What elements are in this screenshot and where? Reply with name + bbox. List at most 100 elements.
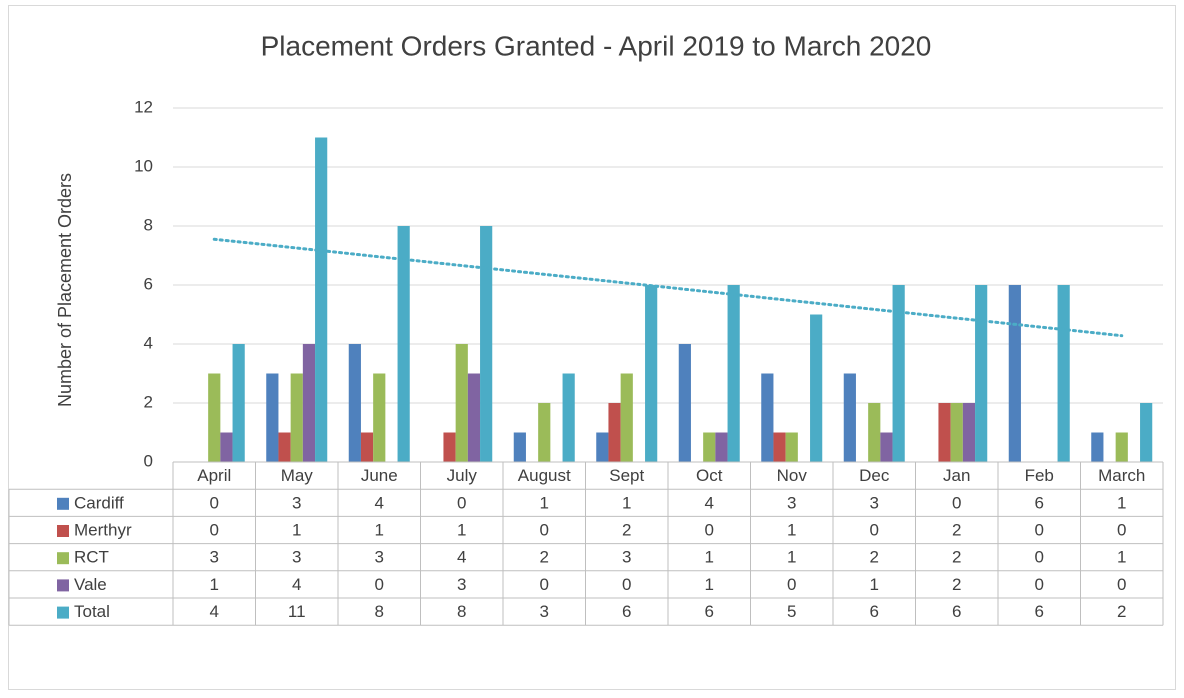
y-axis-label: Number of Placement Orders — [55, 173, 75, 407]
table-value: 1 — [375, 520, 384, 539]
bar — [220, 432, 233, 462]
table-value: 8 — [375, 602, 384, 621]
bar — [208, 373, 221, 462]
bar — [1057, 285, 1070, 462]
table-value: 8 — [457, 602, 466, 621]
bar — [232, 344, 245, 462]
table-value: 4 — [705, 493, 714, 512]
table-value: 3 — [292, 493, 301, 512]
table-value: 1 — [870, 575, 879, 594]
table-value: 3 — [870, 493, 879, 512]
x-tick-label: March — [1098, 466, 1145, 485]
table-value: 3 — [210, 548, 219, 567]
table-value: 1 — [705, 548, 714, 567]
bar — [397, 226, 410, 462]
bar — [562, 373, 575, 462]
bar — [348, 344, 361, 462]
bar — [1140, 403, 1153, 462]
table-value: 0 — [210, 493, 219, 512]
table-value: 2 — [622, 520, 631, 539]
bar — [703, 432, 716, 462]
bar — [620, 373, 633, 462]
table-value: 2 — [952, 520, 961, 539]
table-value: 0 — [540, 520, 549, 539]
trendline — [212, 237, 1124, 338]
table-value: 3 — [292, 548, 301, 567]
table-value: 0 — [540, 575, 549, 594]
table-value: 4 — [210, 602, 219, 621]
bar — [302, 344, 316, 462]
x-tick-label: Sept — [609, 466, 644, 485]
bar — [645, 285, 658, 462]
legend-key — [57, 606, 69, 619]
table-value: 0 — [1035, 548, 1044, 567]
table-value: 0 — [952, 493, 961, 512]
bar — [868, 403, 881, 462]
bar — [773, 432, 786, 462]
bar — [360, 432, 374, 462]
table-value: 1 — [1117, 493, 1126, 512]
table-value: 4 — [292, 575, 301, 594]
table-value: 4 — [457, 548, 466, 567]
bar — [1091, 432, 1104, 462]
bar — [938, 403, 951, 462]
table-value: 1 — [540, 493, 549, 512]
table-value: 0 — [870, 520, 879, 539]
table-value: 3 — [622, 548, 631, 567]
table-value: 3 — [457, 575, 466, 594]
bar — [538, 403, 551, 462]
x-tick-label: April — [197, 466, 231, 485]
bar — [1115, 432, 1128, 462]
table-value: 3 — [540, 602, 549, 621]
bar — [715, 432, 728, 462]
table-value: 6 — [870, 602, 879, 621]
table-value: 6 — [705, 602, 714, 621]
table-value: 1 — [457, 520, 466, 539]
bar — [678, 344, 691, 462]
table-value: 2 — [1117, 602, 1126, 621]
bar — [975, 285, 988, 462]
x-tick-label: Feb — [1025, 466, 1054, 485]
legend-label: Merthyr — [74, 520, 132, 539]
table-value: 11 — [288, 602, 306, 621]
bar — [480, 226, 493, 462]
x-tick-label: July — [447, 466, 478, 485]
chart-title: Placement Orders Granted - April 2019 to… — [261, 30, 932, 61]
table-value: 1 — [292, 520, 301, 539]
y-tick-label: 2 — [144, 392, 153, 411]
y-tick-label: 6 — [144, 274, 153, 293]
x-tick-label: May — [281, 466, 314, 485]
legend-key — [57, 579, 69, 592]
x-tick-label: Nov — [777, 466, 808, 485]
bar — [315, 137, 328, 462]
x-tick-label: August — [518, 466, 571, 485]
bar — [880, 432, 893, 462]
bar — [761, 373, 774, 462]
table-value: 0 — [210, 520, 219, 539]
bar — [373, 373, 386, 462]
bar — [785, 432, 798, 462]
legend-label: Vale — [74, 575, 107, 594]
bar — [950, 403, 963, 462]
table-value: 1 — [705, 575, 714, 594]
table-value: 6 — [952, 602, 961, 621]
y-tick-label: 0 — [144, 451, 153, 470]
table-value: 0 — [1117, 520, 1126, 539]
bar — [1008, 285, 1021, 462]
table-value: 0 — [1035, 520, 1044, 539]
bar — [290, 373, 303, 462]
table-value: 2 — [952, 548, 961, 567]
table-value: 1 — [622, 493, 631, 512]
legend-label: RCT — [74, 548, 109, 567]
table-value: 1 — [787, 520, 796, 539]
table-value: 2 — [952, 575, 961, 594]
x-tick-label: June — [361, 466, 398, 485]
table-value: 3 — [787, 493, 796, 512]
x-tick-label: Dec — [859, 466, 890, 485]
table-value: 0 — [622, 575, 631, 594]
bar — [443, 432, 456, 462]
table-value: 1 — [1117, 548, 1126, 567]
table-value: 5 — [787, 602, 796, 621]
